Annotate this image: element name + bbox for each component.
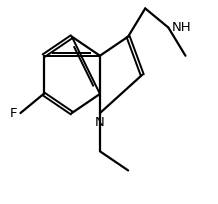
Text: F: F [10, 106, 17, 120]
Text: N: N [95, 116, 105, 129]
Text: NH: NH [171, 21, 191, 34]
